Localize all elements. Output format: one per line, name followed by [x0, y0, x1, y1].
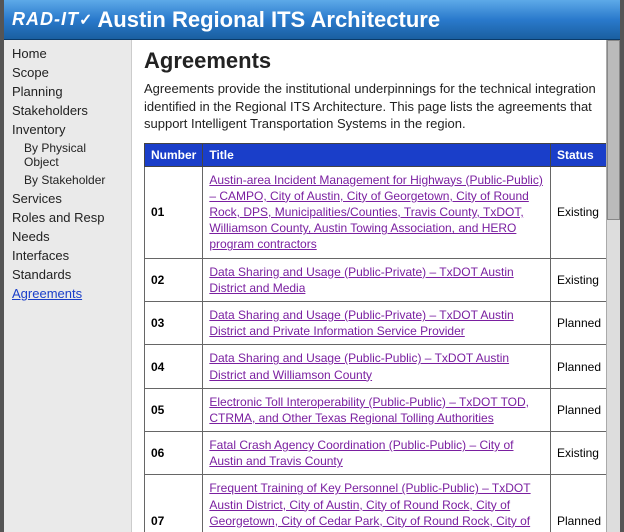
table-row: 01Austin-area Incident Management for Hi…	[145, 166, 608, 258]
agreement-link[interactable]: Data Sharing and Usage (Public-Private) …	[209, 265, 513, 295]
table-row: 04Data Sharing and Usage (Public-Public)…	[145, 345, 608, 388]
sidebar-item-roles-and-resp[interactable]: Roles and Resp	[4, 208, 131, 227]
table-row: 03Data Sharing and Usage (Public-Private…	[145, 301, 608, 344]
main-content: Agreements Agreements provide the instit…	[132, 40, 620, 532]
cell-number: 07	[145, 475, 203, 532]
table-header-row: Number Title Status	[145, 143, 608, 166]
col-status: Status	[550, 143, 607, 166]
sidebar-item-scope[interactable]: Scope	[4, 63, 131, 82]
app-frame: RAD-IT✓ Austin Regional ITS Architecture…	[0, 0, 624, 532]
sidebar-item-standards[interactable]: Standards	[4, 265, 131, 284]
col-title: Title	[203, 143, 551, 166]
sidebar-nav: HomeScopePlanningStakeholdersInventoryBy…	[4, 40, 132, 532]
table-row: 07Frequent Training of Key Personnel (Pu…	[145, 475, 608, 532]
sidebar-item-inventory[interactable]: Inventory	[4, 120, 131, 139]
cell-status: Planned	[550, 475, 607, 532]
logo: RAD-IT✓	[12, 9, 93, 30]
cell-status: Planned	[550, 301, 607, 344]
table-row: 05Electronic Toll Interoperability (Publ…	[145, 388, 608, 431]
agreement-link[interactable]: Fatal Crash Agency Coordination (Public-…	[209, 438, 513, 468]
sidebar-item-agreements[interactable]: Agreements	[4, 284, 131, 303]
cell-status: Planned	[550, 388, 607, 431]
table-row: 06Fatal Crash Agency Coordination (Publi…	[145, 432, 608, 475]
cell-title: Frequent Training of Key Personnel (Publ…	[203, 475, 551, 532]
table-row: 02Data Sharing and Usage (Public-Private…	[145, 258, 608, 301]
page-heading: Agreements	[144, 48, 608, 74]
sidebar-item-services[interactable]: Services	[4, 189, 131, 208]
logo-text: RAD-IT	[12, 9, 79, 29]
cell-title: Austin-area Incident Management for High…	[203, 166, 551, 258]
cell-title: Data Sharing and Usage (Public-Private) …	[203, 301, 551, 344]
agreement-link[interactable]: Austin-area Incident Management for High…	[209, 173, 543, 252]
header-bar: RAD-IT✓ Austin Regional ITS Architecture	[4, 0, 620, 40]
sidebar-item-planning[interactable]: Planning	[4, 82, 131, 101]
col-number: Number	[145, 143, 203, 166]
agreement-link[interactable]: Data Sharing and Usage (Public-Public) –…	[209, 351, 509, 381]
content-container: HomeScopePlanningStakeholdersInventoryBy…	[4, 40, 620, 532]
sidebar-item-home[interactable]: Home	[4, 44, 131, 63]
cell-title: Data Sharing and Usage (Public-Private) …	[203, 258, 551, 301]
logo-check-icon: ✓	[79, 12, 93, 29]
cell-number: 05	[145, 388, 203, 431]
sidebar-item-needs[interactable]: Needs	[4, 227, 131, 246]
cell-title: Fatal Crash Agency Coordination (Public-…	[203, 432, 551, 475]
agreement-link[interactable]: Frequent Training of Key Personnel (Publ…	[209, 481, 530, 532]
cell-title: Data Sharing and Usage (Public-Public) –…	[203, 345, 551, 388]
cell-status: Planned	[550, 345, 607, 388]
cell-number: 02	[145, 258, 203, 301]
cell-number: 06	[145, 432, 203, 475]
scrollbar-thumb[interactable]	[607, 40, 620, 220]
agreements-table: Number Title Status 01Austin-area Incide…	[144, 143, 608, 532]
cell-number: 04	[145, 345, 203, 388]
cell-status: Existing	[550, 432, 607, 475]
sidebar-item-stakeholders[interactable]: Stakeholders	[4, 101, 131, 120]
cell-status: Existing	[550, 258, 607, 301]
sidebar-item-interfaces[interactable]: Interfaces	[4, 246, 131, 265]
cell-title: Electronic Toll Interoperability (Public…	[203, 388, 551, 431]
agreement-link[interactable]: Electronic Toll Interoperability (Public…	[209, 395, 529, 425]
header-title: Austin Regional ITS Architecture	[97, 7, 440, 33]
cell-number: 03	[145, 301, 203, 344]
sidebar-item-by-physical-object[interactable]: By Physical Object	[4, 139, 131, 171]
page-description: Agreements provide the institutional und…	[144, 80, 608, 133]
agreement-link[interactable]: Data Sharing and Usage (Public-Private) …	[209, 308, 513, 338]
sidebar-item-by-stakeholder[interactable]: By Stakeholder	[4, 171, 131, 189]
cell-number: 01	[145, 166, 203, 258]
vertical-scrollbar[interactable]	[606, 40, 620, 532]
cell-status: Existing	[550, 166, 607, 258]
